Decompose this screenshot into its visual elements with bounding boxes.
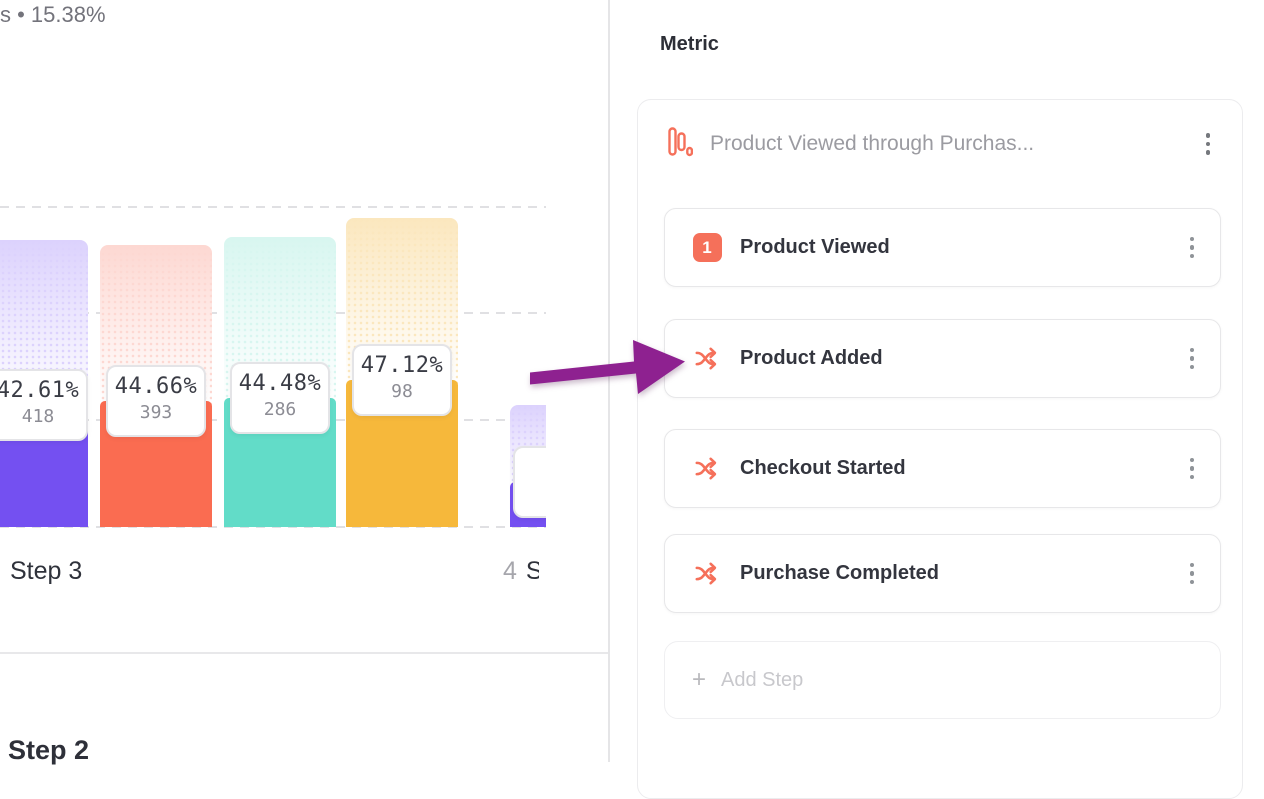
conversion-percent: 44.48% — [238, 371, 322, 396]
add-step-button[interactable]: + Add Step — [664, 641, 1221, 719]
step-row-product-viewed[interactable]: 1 Product Viewed — [664, 208, 1221, 287]
plus-icon: + — [692, 666, 707, 693]
metric-panel-title: Metric — [660, 33, 719, 55]
step-row-product-added[interactable]: Product Added — [664, 319, 1221, 398]
shuffle-icon — [692, 345, 722, 372]
metric-card-header[interactable]: Product Viewed through Purchas... — [668, 126, 1217, 162]
step-label: Purchase Completed — [740, 562, 939, 584]
x-axis-step-number: 4 — [503, 557, 517, 585]
conversion-percent: 42.61% — [0, 378, 80, 403]
metric-card: Product Viewed through Purchas... 1 Produ… — [637, 99, 1243, 799]
x-axis-label-step-3: Step 3 — [10, 557, 83, 585]
bar-purple-step3-value-label: 42.61% 418 — [0, 369, 88, 441]
step-label: Checkout Started — [740, 457, 906, 479]
shuffle-icon — [692, 560, 722, 587]
pane-divider — [608, 0, 610, 762]
section-title-step-2: Step 2 — [8, 735, 90, 765]
conversion-percent: 47.12% — [360, 353, 444, 378]
shuffle-icon — [692, 455, 722, 482]
step-row-checkout-started[interactable]: Checkout Started — [664, 429, 1221, 508]
gridline — [0, 206, 546, 208]
conversion-count: 393 — [139, 402, 173, 423]
metric-card-title: Product Viewed through Purchas... — [710, 132, 1035, 155]
x-axis-step-partial-text: S — [525, 557, 539, 585]
conversion-count: 98 — [391, 381, 413, 402]
kebab-menu-icon[interactable] — [1200, 129, 1217, 159]
add-step-label: Add Step — [721, 668, 804, 691]
conversion-percent: 44.66% — [114, 374, 198, 399]
step-number: 1 — [692, 233, 722, 262]
step-number-badge: 1 — [692, 233, 722, 262]
kebab-menu-icon[interactable] — [1184, 454, 1201, 484]
step-label: Product Viewed — [740, 236, 890, 258]
step-label: Product Added — [740, 347, 883, 369]
step-row-purchase-completed[interactable]: Purchase Completed — [664, 534, 1221, 613]
legend-fragment-text: s • 15.38% — [0, 2, 106, 27]
conversion-percent: 37 — [515, 455, 546, 480]
bar-purple-step4-value-label: 37 — [513, 446, 546, 518]
kebab-menu-icon[interactable] — [1184, 344, 1201, 374]
bar-amber-step3-value-label: 47.12% 98 — [352, 344, 452, 416]
gridline — [0, 526, 546, 528]
kebab-menu-icon[interactable] — [1184, 559, 1201, 589]
conversion-count: 418 — [21, 406, 55, 427]
bar-coral-step3-value-label: 44.66% 393 — [106, 365, 206, 437]
horizontal-divider — [0, 652, 608, 654]
bar-teal-step3-value-label: 44.48% 286 — [230, 362, 330, 434]
conversion-count: 286 — [263, 399, 297, 420]
kebab-menu-icon[interactable] — [1184, 233, 1201, 263]
funnel-chart-icon — [668, 126, 694, 162]
